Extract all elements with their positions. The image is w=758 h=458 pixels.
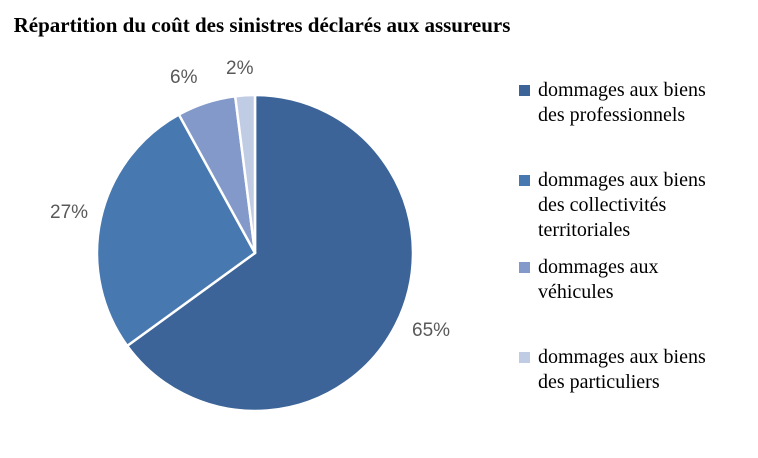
legend-label: dommages aux biens des professionnels <box>538 79 706 126</box>
legend-label: dommages aux biens des collectivités ter… <box>538 169 706 241</box>
legend-item-collectivites[interactable]: dommages aux biens des collectivités ter… <box>519 168 734 243</box>
legend-item-vehicules[interactable]: dommages aux véhicules <box>519 255 734 305</box>
legend-swatch-icon <box>519 85 530 96</box>
legend-label: dommages aux biens des particuliers <box>538 346 706 393</box>
chart-title: Répartition du coût des sinistres déclar… <box>13 13 511 37</box>
pie-slice-3[interactable] <box>233 93 257 255</box>
pie-chart[interactable] <box>94 92 416 414</box>
pie-slice-0[interactable] <box>125 93 415 413</box>
slice-label-vehicules: 6% <box>170 67 198 88</box>
legend-label: dommages aux véhicules <box>538 256 659 303</box>
pie-slice-1[interactable] <box>95 113 257 348</box>
slice-label-particuliers: 2% <box>226 58 254 79</box>
slice-label-collectivites: 27% <box>50 202 89 223</box>
legend: dommages aux biens des professionnels do… <box>519 0 751 458</box>
legend-swatch-icon <box>519 262 530 273</box>
legend-swatch-icon <box>519 352 530 363</box>
legend-item-particuliers[interactable]: dommages aux biens des particuliers <box>519 345 734 395</box>
legend-swatch-icon <box>519 175 530 186</box>
slice-label-professionnels: 65% <box>412 320 451 341</box>
legend-item-professionnels[interactable]: dommages aux biens des professionnels <box>519 78 734 128</box>
